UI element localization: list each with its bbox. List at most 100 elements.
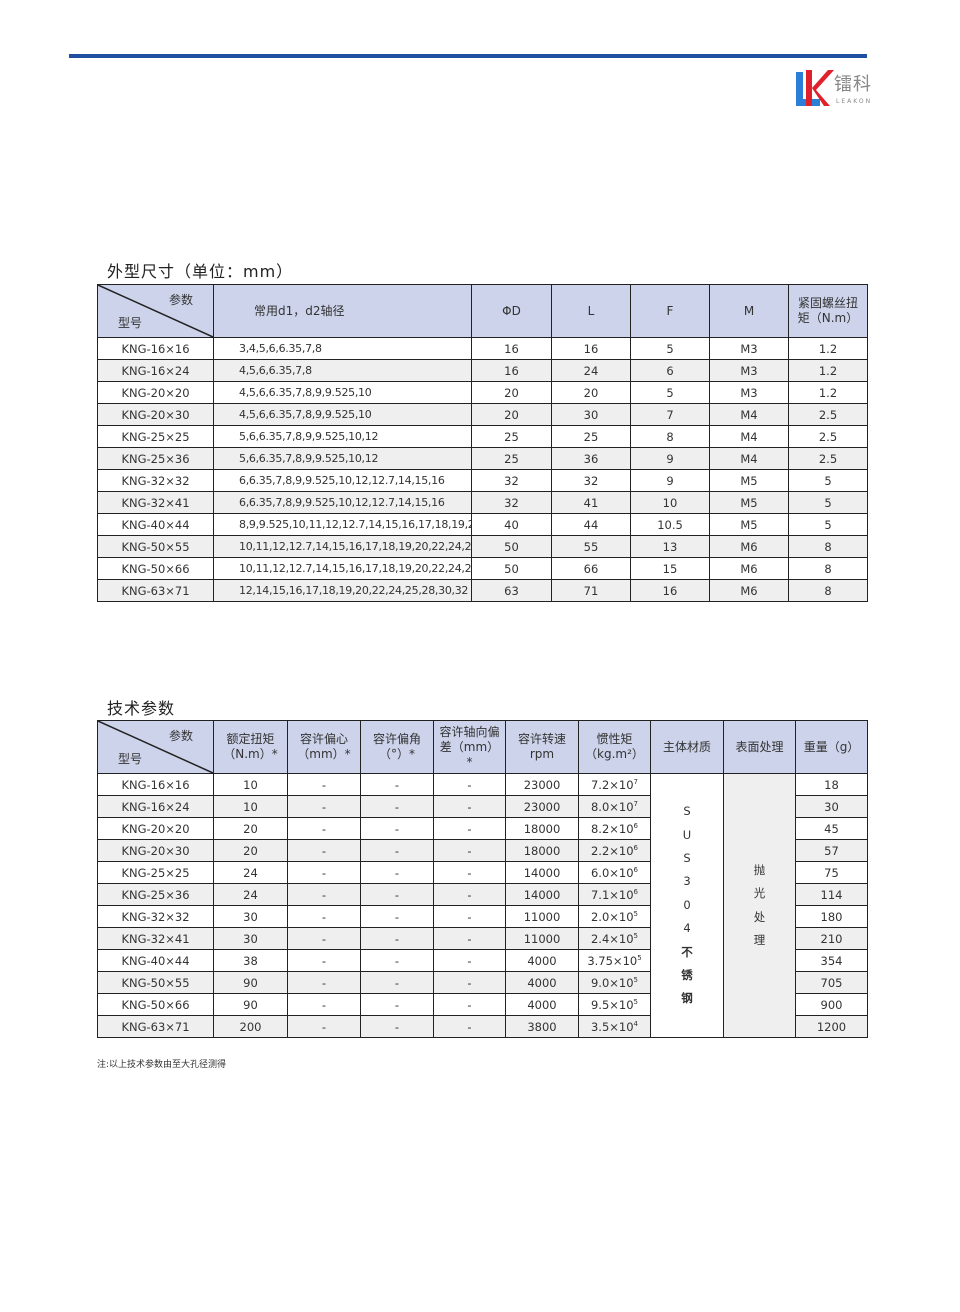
inertia-mantissa: 2.0×10 [590, 909, 634, 924]
cell-weight: 45 [795, 817, 868, 840]
cell-model: KNG-16×24 [97, 359, 214, 382]
cell-axial: - [433, 993, 506, 1016]
table-row: KNG-20×30 20- - -18000 2.2×106 57 [97, 839, 868, 862]
cell-shaft-diameters: 10,11,12,12.7,14,15,16,17,18,19,20,22,24… [213, 535, 472, 558]
cell-model: KNG-63×71 [97, 579, 214, 602]
cell-screw-size: M5 [709, 513, 789, 536]
cell-screw-torque: 8 [788, 535, 868, 558]
header-rule [69, 54, 867, 58]
cell-outer-diameter: 63 [471, 579, 552, 602]
cell-length: 36 [551, 447, 631, 470]
cell-model: KNG-25×36 [97, 883, 214, 906]
cell-outer-diameter: 32 [471, 469, 552, 492]
table-row: KNG-16×16 3,4,5,6,6.35,7,8 16 16 5 M3 1.2 [97, 337, 868, 360]
cell-outer-diameter: 40 [471, 513, 552, 536]
cell-inertia: 7.2×107 [578, 773, 651, 796]
cell-model: KNG-50×55 [97, 971, 214, 994]
cell-screw-size: M4 [709, 403, 789, 426]
cell-rpm: 23000 [505, 795, 579, 818]
cell-model: KNG-16×16 [97, 773, 214, 796]
cell-material: SUS 3 0 4 不锈钢 [650, 773, 724, 1038]
cell-screw-size: M4 [709, 425, 789, 448]
cell-f-value: 5 [630, 337, 710, 360]
col-inertia: 惯性矩（kg.m²） [578, 720, 651, 774]
cell-axial: - [433, 773, 506, 796]
cell-ang: - [360, 795, 434, 818]
inertia-exponent: 5 [633, 997, 639, 1006]
cell-length: 55 [551, 535, 631, 558]
inertia-mantissa: 7.2×10 [590, 777, 634, 792]
cell-torque: 24 [213, 861, 288, 884]
cell-f-value: 5 [630, 381, 710, 404]
cell-screw-size: M3 [709, 337, 789, 360]
cell-rpm: 4000 [505, 949, 579, 972]
cell-model: KNG-32×32 [97, 469, 214, 492]
cell-weight: 180 [795, 905, 868, 928]
inertia-mantissa: 3.75×10 [587, 953, 638, 968]
cell-ecc: - [287, 971, 361, 994]
cell-torque: 200 [213, 1015, 288, 1038]
cell-rpm: 14000 [505, 861, 579, 884]
cell-screw-torque: 2.5 [788, 447, 868, 470]
cell-length: 44 [551, 513, 631, 536]
cell-shaft-diameters: 4,5,6,6.35,7,8 [213, 359, 472, 382]
table-row: KNG-25×25 24- - -14000 6.0×106 75 [97, 861, 868, 884]
cell-model: KNG-32×32 [97, 905, 214, 928]
cell-axial: - [433, 905, 506, 928]
cell-ang: - [360, 971, 434, 994]
brand-name-cn: 镭科 [834, 74, 872, 95]
cell-screw-torque: 5 [788, 513, 868, 536]
cell-torque: 10 [213, 773, 288, 796]
cell-inertia: 2.0×105 [578, 905, 651, 928]
cell-inertia: 8.0×107 [578, 795, 651, 818]
table-row: KNG-50×55 10,11,12,12.7,14,15,16,17,18,19… [97, 535, 868, 558]
inertia-mantissa: 7.1×10 [590, 887, 634, 902]
table-row: KNG-25×36 5,6,6.35,7,8,9,9.525,10,12 25 36 9… [97, 447, 868, 470]
col-allow-eccentric: 容许偏心（mm）* [287, 720, 361, 774]
cell-inertia: 6.0×106 [578, 861, 651, 884]
inertia-mantissa: 3.5×10 [590, 1019, 634, 1034]
cell-screw-torque: 5 [788, 491, 868, 514]
col-material: 主体材质 [650, 720, 724, 774]
cell-model: KNG-50×66 [97, 557, 214, 580]
cell-torque: 30 [213, 905, 288, 928]
inertia-exponent: 6 [633, 887, 639, 896]
cell-model: KNG-16×16 [97, 337, 214, 360]
cell-weight: 210 [795, 927, 868, 950]
cell-torque: 20 [213, 817, 288, 840]
cell-model: KNG-20×20 [97, 381, 214, 404]
cell-weight: 18 [795, 773, 868, 796]
cell-screw-size: M3 [709, 359, 789, 382]
leakon-logo-icon [796, 70, 834, 106]
cell-ang: - [360, 949, 434, 972]
cell-shaft-diameters: 5,6,6.35,7,8,9,9.525,10,12 [213, 447, 472, 470]
cell-ang: - [360, 883, 434, 906]
inertia-exponent: 5 [633, 909, 639, 918]
cell-ecc: - [287, 817, 361, 840]
table-row: KNG-16×16 10- - -23000 7.2×107 SUS304不锈钢 抛光处理 1… [97, 773, 868, 1038]
cell-length: 71 [551, 579, 631, 602]
inertia-exponent: 5 [633, 975, 639, 984]
material-char: 0 [683, 897, 691, 912]
cell-ecc: - [287, 949, 361, 972]
material-char: U [682, 827, 692, 842]
col-od: ΦD [471, 284, 552, 338]
cell-weight: 354 [795, 949, 868, 972]
cell-ecc: - [287, 861, 361, 884]
inertia-mantissa: 6.0×10 [590, 865, 634, 880]
col-f: F [630, 284, 710, 338]
inertia-exponent: 7 [633, 777, 639, 786]
cell-ecc: - [287, 1015, 361, 1038]
cell-weight: 900 [795, 993, 868, 1016]
brand-name-en: LEAKON [836, 98, 873, 105]
cell-outer-diameter: 20 [471, 381, 552, 404]
cell-rpm: 4000 [505, 971, 579, 994]
cell-screw-size: M6 [709, 557, 789, 580]
cell-ang: - [360, 905, 434, 928]
cell-outer-diameter: 25 [471, 447, 552, 470]
cell-ecc: - [287, 773, 361, 796]
cell-shaft-diameters: 6,6.35,7,8,9,9.525,10,12,12.7,14,15,16 [213, 491, 472, 514]
cell-ecc: - [287, 795, 361, 818]
inertia-exponent: 5 [633, 931, 639, 940]
